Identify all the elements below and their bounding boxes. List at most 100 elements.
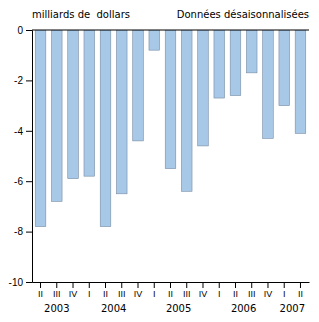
bar [214,30,225,98]
tick: IV [69,282,78,299]
tick: I [283,282,286,299]
tick: -8 [14,226,32,237]
tick-mark [26,131,32,132]
chart: 0-2-4-6-8-10IIIIIIVIIIIIIIVIIIIIIIVIIIII… [0,0,319,322]
tick-mark [26,232,32,233]
tick-label: IV [69,289,78,299]
bar [68,30,79,179]
tick-mark [26,30,32,31]
tick: III [183,282,191,299]
bar [181,30,192,191]
bars [35,30,306,227]
tick-mark [26,80,32,81]
tick-mark [154,282,155,288]
bar [149,30,160,50]
tick-label: I [283,289,286,299]
tick-label: II [38,289,43,299]
tick-mark [26,282,32,283]
tick: II [168,282,173,299]
tick-label: II [168,289,173,299]
tick-label: I [153,289,156,299]
tick-label: III [248,289,256,299]
axis-line [26,31,33,283]
tick-mark [202,282,203,288]
tick: IV [264,282,273,299]
tick-label: IV [134,289,143,299]
tick: IV [199,282,208,299]
tick-label: II [103,289,108,299]
tick-mark [89,282,90,288]
tick-mark [56,282,57,288]
tick-mark [219,282,220,288]
tick-mark [284,282,285,288]
bar [35,30,46,227]
tick: 0 [17,25,32,36]
tick: -6 [14,176,32,187]
tick-label: I [218,289,221,299]
tick: III [248,282,256,299]
group-label: 2004 [101,303,126,314]
tick-mark [121,282,122,288]
tick: -2 [14,75,32,86]
group-label: 2006 [231,303,256,314]
tick-label: II [298,289,303,299]
tick-mark [235,282,236,288]
y-axis: 0 -2 -4 -6 -8 -10 [9,25,33,288]
bar [133,30,144,141]
tick: III [53,282,61,299]
tick-label: -10 [9,277,24,288]
tick-mark [267,282,268,288]
group-label: 2003 [44,303,69,314]
y-axis-label: milliards de dollars [32,9,130,20]
tick: II [298,282,303,299]
tick: I [153,282,156,299]
bar [100,30,111,227]
bar [230,30,241,96]
tick-mark [251,282,252,288]
tick: III [118,282,126,299]
tick-label: II [233,289,238,299]
group-labels: 2003 2004 2005 2006 2007 [44,303,305,314]
tick-mark [186,282,187,288]
bar [295,30,306,133]
bar [84,30,95,176]
bar [198,30,209,146]
tick-label: I [88,289,91,299]
bar [263,30,274,138]
plot: 0-2-4-6-8-10IIIIIIVIIIIIIIVIIIIIIIVIIIII… [9,25,310,314]
bar [116,30,127,194]
bar [165,30,176,169]
tick-label: III [118,289,126,299]
tick-mark [73,282,74,288]
annotation: Données désaisonnalisées [177,9,309,20]
tick-label: IV [199,289,208,299]
tick-mark [26,181,32,182]
tick-mark [300,282,301,288]
tick-label: -6 [14,176,23,187]
tick-label: IV [264,289,273,299]
tick: II [38,282,43,299]
tick-label: III [53,289,61,299]
bar [246,30,257,73]
tick: -10 [9,277,32,288]
tick: I [218,282,221,299]
tick-mark [40,282,41,288]
baseline [32,30,309,31]
tick-label: -4 [14,126,23,137]
bar [51,30,62,201]
tick: I [88,282,91,299]
tick-mark [105,282,106,288]
tick: -4 [14,126,32,137]
tick-label: -2 [14,75,23,86]
bar [279,30,290,106]
group-label: 2005 [166,303,191,314]
tick-label: 0 [17,25,23,36]
tick-mark [170,282,171,288]
tick-mark [138,282,139,288]
tick-label: -8 [14,226,23,237]
tick-label: III [183,289,191,299]
group-label: 2007 [280,303,305,314]
tick: II [233,282,238,299]
tick: II [103,282,108,299]
x-axis: IIIIIIVIIIIIIIVIIIIIIIVIIIIIIIVIII [33,282,310,299]
